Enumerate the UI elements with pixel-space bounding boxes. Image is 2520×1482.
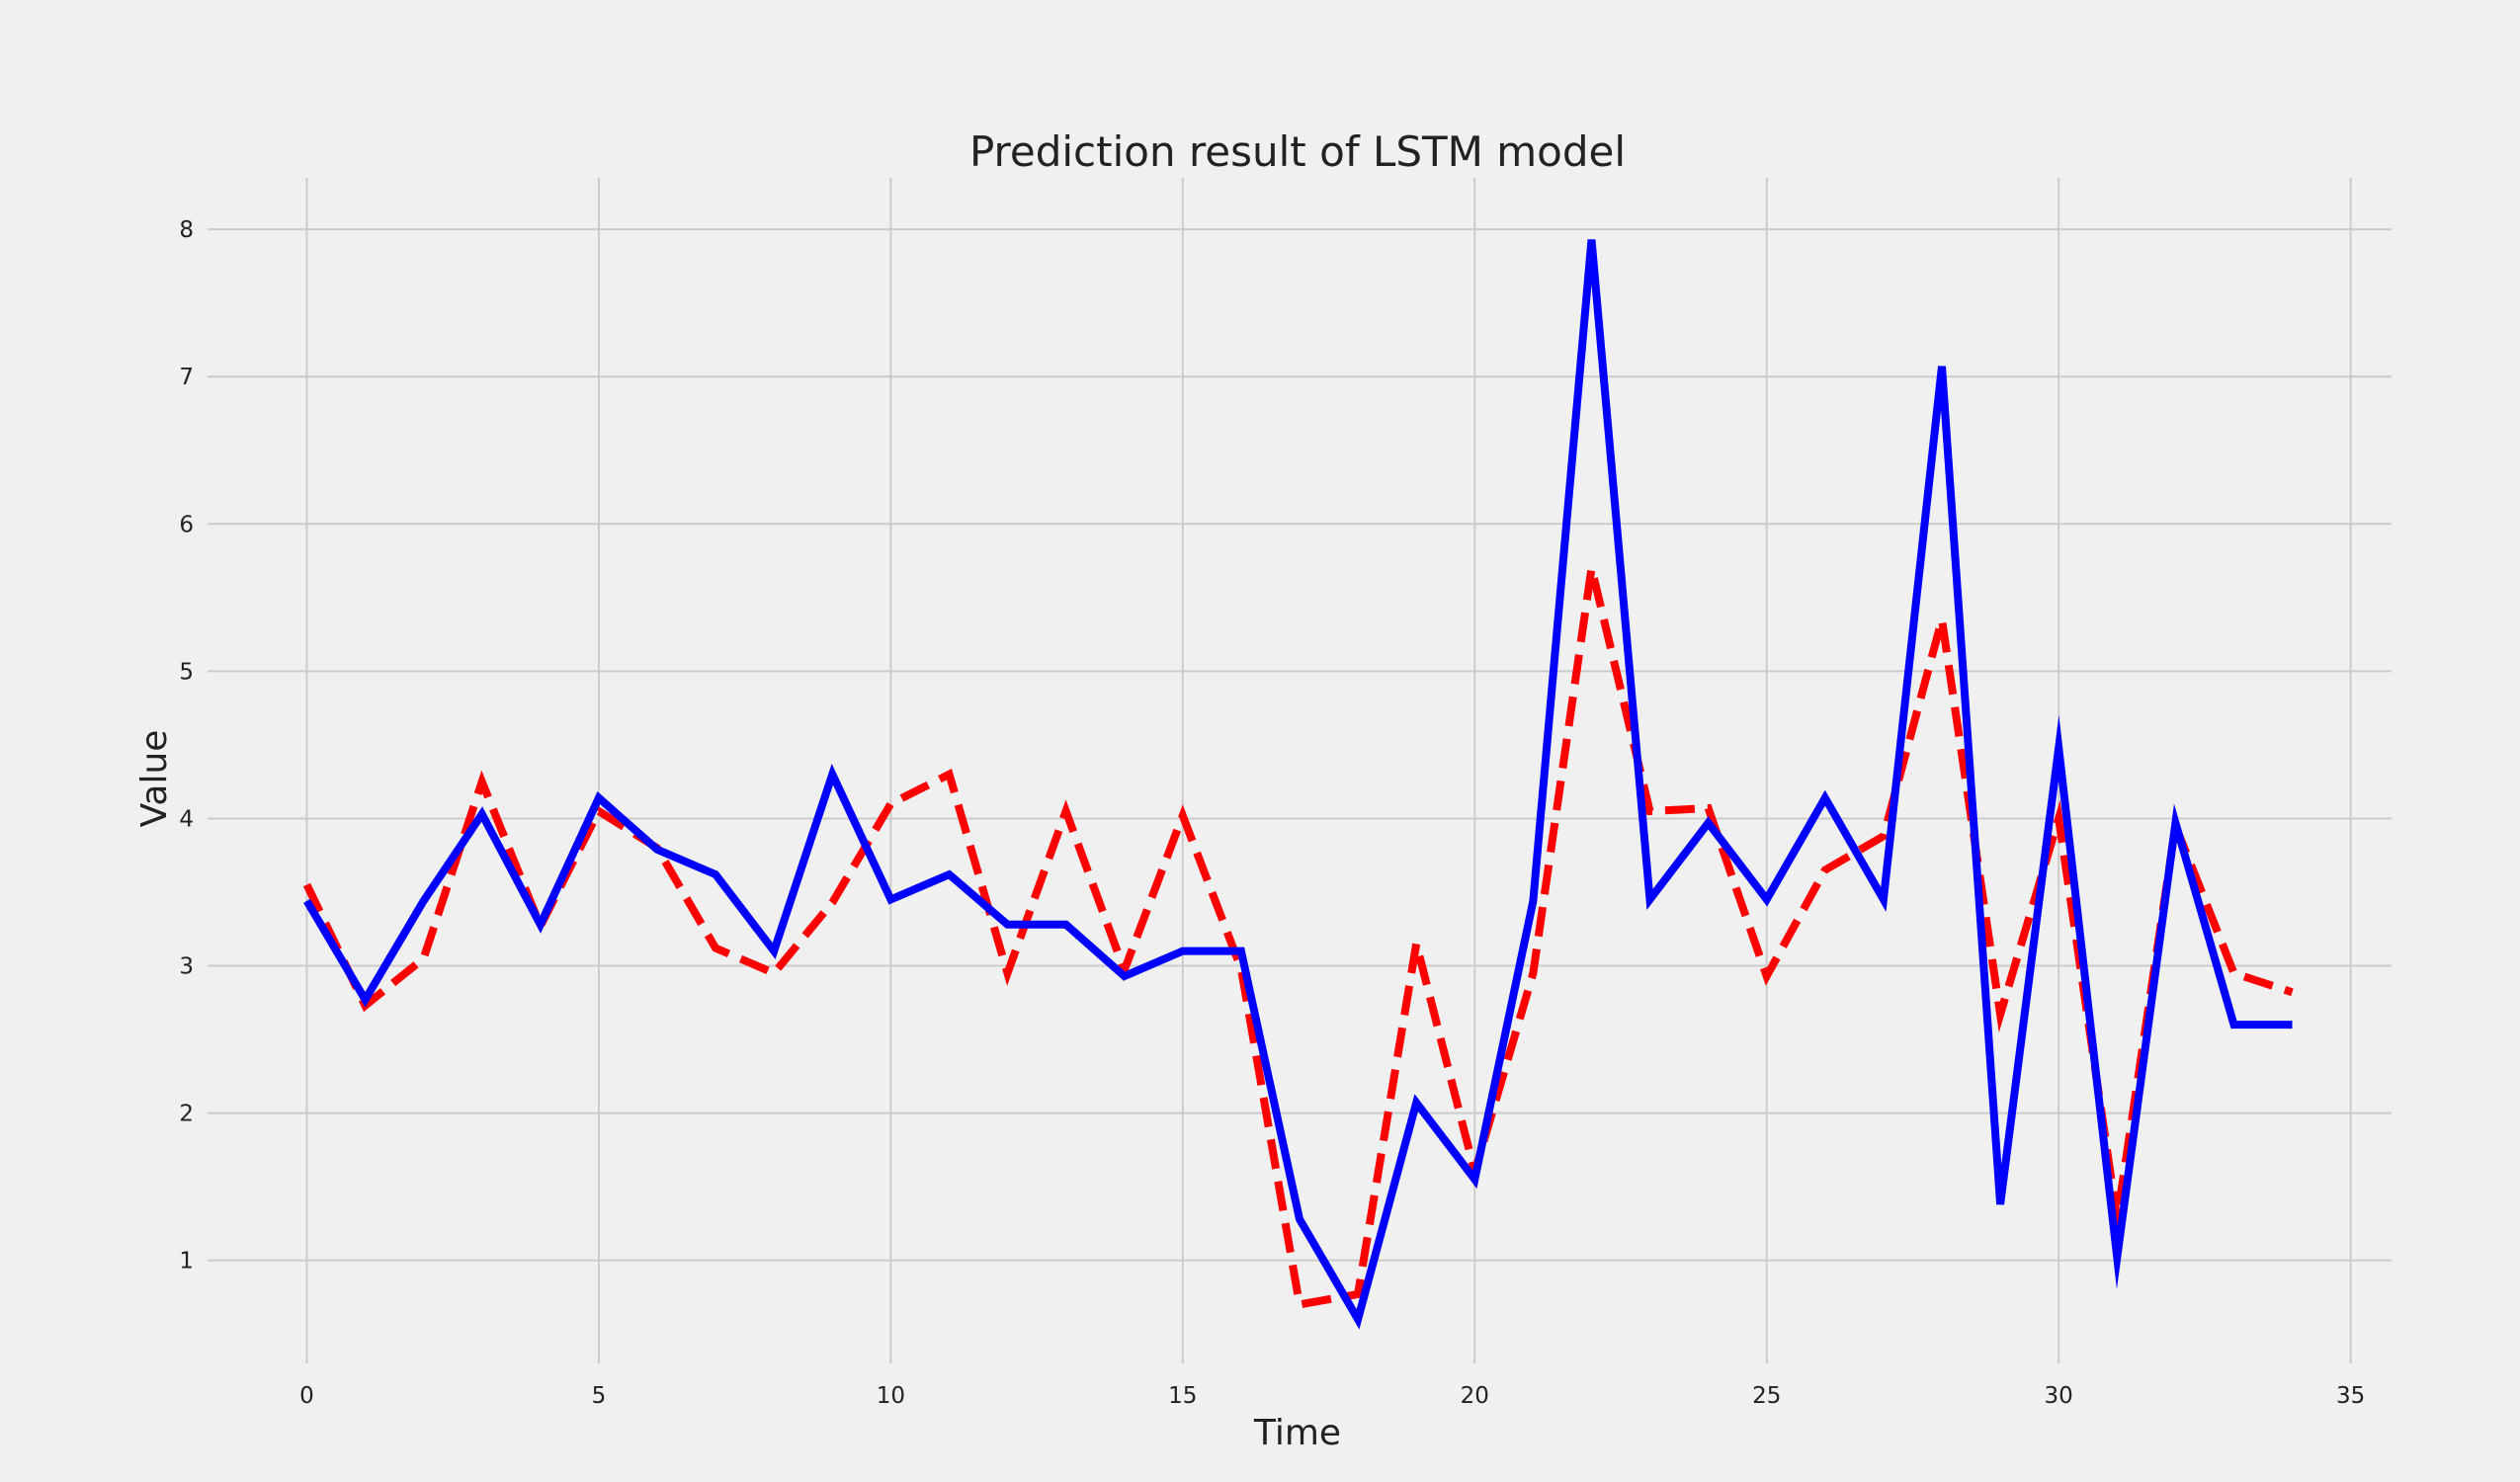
y-tick-label: 1 xyxy=(179,1249,194,1275)
chart-title: Prediction result of LSTM model xyxy=(969,127,1626,176)
x-tick-label: 25 xyxy=(1752,1383,1781,1409)
x-tick-label: 35 xyxy=(2336,1383,2365,1409)
x-tick-label: 30 xyxy=(2045,1383,2073,1409)
x-tick-label: 0 xyxy=(299,1383,314,1409)
y-tick-label: 3 xyxy=(179,954,194,980)
y-tick-label: 2 xyxy=(179,1102,194,1127)
x-tick-label: 15 xyxy=(1168,1383,1197,1409)
x-tick-label: 10 xyxy=(877,1383,905,1409)
series-line-actual xyxy=(303,239,2293,1330)
y-tick-label: 7 xyxy=(179,365,194,390)
x-tick-label: 20 xyxy=(1461,1383,1489,1409)
y-tick-label: 8 xyxy=(179,217,194,243)
y-tick-label: 4 xyxy=(179,806,194,832)
tick-labels: 0 5 10 15 20 25 30 35 1 2 3 4 5 6 7 8 xyxy=(179,217,2365,1409)
y-tick-label: 6 xyxy=(179,512,194,537)
y-tick-label: 5 xyxy=(179,659,194,685)
x-tick-label: 5 xyxy=(592,1383,607,1409)
series-group xyxy=(302,239,2294,1330)
y-axis-label: Value xyxy=(134,730,175,828)
x-axis-label: Time xyxy=(1253,1413,1341,1453)
